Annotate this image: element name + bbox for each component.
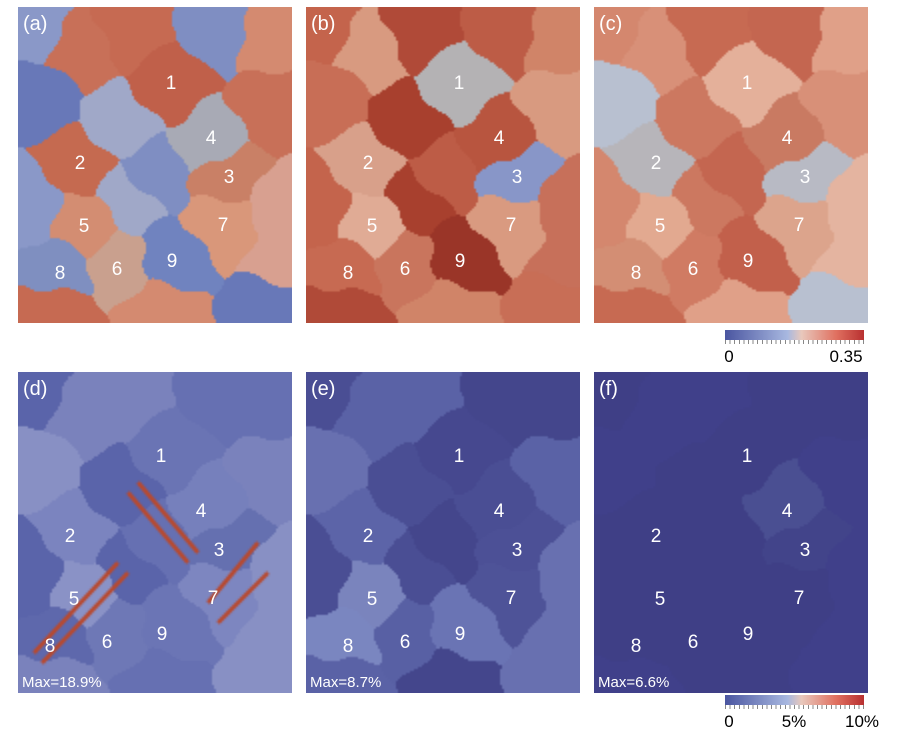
grain-label-2: 2 (362, 526, 374, 547)
grain-label-7: 7 (207, 588, 219, 609)
colorbar-top-ticks (725, 340, 864, 344)
grain-label-5: 5 (654, 589, 666, 610)
panel-b: (b) 1 2 3 4 5 6 7 8 9 (306, 7, 580, 323)
grain-map-d (18, 372, 292, 693)
grain-label-8: 8 (342, 263, 354, 284)
grain-label-3: 3 (799, 540, 811, 561)
grain-label-7: 7 (217, 215, 229, 236)
grain-label-6: 6 (687, 632, 699, 653)
grain-label-6: 6 (687, 259, 699, 280)
grain-label-9: 9 (454, 624, 466, 645)
panel-d: (d) 1 2 3 4 5 6 7 8 9 Max=18.9% (18, 372, 292, 693)
grain-label-7: 7 (793, 215, 805, 236)
grain-label-2: 2 (650, 153, 662, 174)
grain-label-3: 3 (213, 540, 225, 561)
colorbar-bottom-mid: 5% (781, 712, 807, 731)
grain-label-5: 5 (78, 216, 90, 237)
panel-label-a: (a) (23, 13, 48, 35)
grain-label-1: 1 (741, 73, 753, 94)
grain-label-9: 9 (742, 251, 754, 272)
grain-label-1: 1 (165, 73, 177, 94)
colorbar-top-max: 0.35 (829, 347, 863, 366)
grain-map-f (594, 372, 868, 693)
grain-label-6: 6 (399, 632, 411, 653)
panel-label-b: (b) (311, 13, 336, 35)
colorbar-bottom-min: 0 (724, 712, 734, 731)
panel-e: (e) 1 2 3 4 5 6 7 8 9 Max=8.7% (306, 372, 580, 693)
grain-label-4: 4 (781, 128, 793, 149)
grain-label-2: 2 (362, 153, 374, 174)
grain-label-4: 4 (781, 501, 793, 522)
grain-label-9: 9 (156, 624, 168, 645)
grain-label-8: 8 (54, 263, 66, 284)
panel-f: (f) 1 2 3 4 5 6 7 8 9 Max=6.6% (594, 372, 868, 693)
panel-c: (c) 1 2 3 4 5 6 7 8 9 (594, 7, 868, 323)
panel-label-d: (d) (23, 378, 48, 400)
grain-label-5: 5 (68, 589, 80, 610)
colorbar-top (725, 330, 864, 340)
grain-label-4: 4 (205, 128, 217, 149)
colorbar-bottom-max: 10% (844, 712, 880, 731)
grain-label-9: 9 (742, 624, 754, 645)
grain-label-1: 1 (453, 73, 465, 94)
grain-label-3: 3 (511, 167, 523, 188)
grain-label-8: 8 (630, 263, 642, 284)
grain-label-6: 6 (399, 259, 411, 280)
grain-label-8: 8 (44, 636, 56, 657)
grain-map-c (594, 7, 868, 323)
grain-label-7: 7 (505, 215, 517, 236)
panel-label-f: (f) (599, 378, 618, 400)
grain-label-4: 4 (195, 501, 207, 522)
max-strain-label: Max=8.7% (310, 674, 382, 691)
panel-label-e: (e) (311, 378, 336, 400)
grain-label-5: 5 (366, 589, 378, 610)
grain-label-1: 1 (155, 446, 167, 467)
grain-label-9: 9 (454, 251, 466, 272)
grain-label-3: 3 (511, 540, 523, 561)
grain-label-7: 7 (505, 588, 517, 609)
panel-a: (a) 1 2 3 4 5 6 7 8 9 (18, 7, 292, 323)
grain-label-5: 5 (366, 216, 378, 237)
grain-label-3: 3 (799, 167, 811, 188)
grain-map-a (18, 7, 292, 323)
grain-label-9: 9 (166, 251, 178, 272)
colorbar-bottom (725, 695, 864, 705)
grain-label-8: 8 (342, 636, 354, 657)
grain-label-8: 8 (630, 636, 642, 657)
grain-label-5: 5 (654, 216, 666, 237)
grain-label-1: 1 (453, 446, 465, 467)
grain-label-6: 6 (111, 259, 123, 280)
grain-label-4: 4 (493, 501, 505, 522)
colorbar-top-min: 0 (724, 347, 734, 366)
colorbar-bottom-ticks (725, 705, 864, 709)
panel-label-c: (c) (599, 13, 623, 35)
grain-label-2: 2 (64, 526, 76, 547)
grain-label-2: 2 (650, 526, 662, 547)
max-strain-label: Max=18.9% (22, 674, 102, 691)
max-strain-label: Max=6.6% (598, 674, 670, 691)
grain-label-3: 3 (223, 167, 235, 188)
grain-label-1: 1 (741, 446, 753, 467)
grain-label-6: 6 (101, 632, 113, 653)
grain-map-b (306, 7, 580, 323)
grain-map-e (306, 372, 580, 693)
grain-label-2: 2 (74, 153, 86, 174)
grain-label-4: 4 (493, 128, 505, 149)
grain-label-7: 7 (793, 588, 805, 609)
